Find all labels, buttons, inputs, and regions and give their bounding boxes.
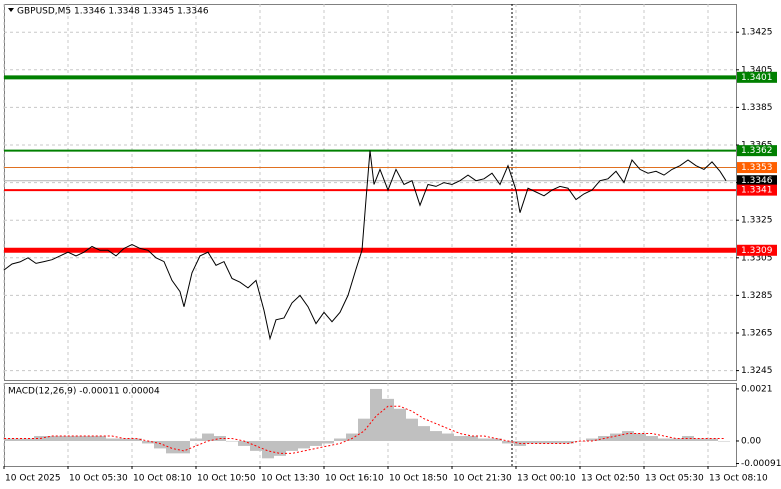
macd-bar [118, 438, 130, 441]
macd-bar [154, 440, 166, 449]
price-line [3, 150, 727, 341]
x-tick-label: 10 Oct 16:10 [325, 474, 384, 484]
symbol-icon [8, 8, 14, 12]
y-tick-label: 0.0021 [741, 384, 773, 394]
x-tick-label: 10 Oct 21:30 [453, 474, 512, 484]
y-tick-label: 1.3305 [741, 253, 773, 263]
level-label-box [737, 244, 777, 256]
macd-bar [466, 436, 478, 441]
level-label-box [737, 145, 777, 157]
macd-bar [262, 440, 274, 459]
macd-bar [166, 440, 178, 454]
signal-line [4, 405, 724, 454]
macd-bar [382, 398, 394, 441]
macd-bar [22, 438, 34, 441]
x-tick-label: 10 Oct 13:30 [261, 474, 320, 484]
macd-bar [430, 431, 442, 441]
y-tick-label: 1.3325 [741, 216, 773, 226]
macd-bar [406, 418, 418, 441]
y-tick-label: 1.3425 [741, 28, 773, 38]
macd-bar [538, 440, 550, 444]
macd-bar [562, 440, 574, 444]
y-tick-label: 1.3245 [741, 366, 773, 376]
macd-bar [106, 438, 118, 441]
macd-bar [478, 438, 490, 441]
x-tick-label: 13 Oct 08:10 [709, 474, 768, 484]
macd-bar [322, 440, 334, 444]
macd-bar [646, 436, 658, 441]
macd-bar [10, 438, 22, 441]
y-tick-label: 0.00 [741, 436, 761, 446]
macd-bar [226, 440, 238, 442]
macd-bar [190, 438, 202, 441]
x-tick-label: 10 Oct 10:50 [197, 474, 256, 484]
macd-bar [346, 433, 358, 441]
macd-bar [298, 440, 310, 449]
macd-bar [442, 433, 454, 441]
macd-bar [454, 436, 466, 441]
macd-bar [70, 436, 82, 441]
macd-bar [310, 440, 322, 446]
y-tick-label: 1.3265 [741, 329, 773, 339]
macd-bar [394, 408, 406, 441]
y-tick-label: 1.3385 [741, 103, 773, 113]
x-tick-label: 13 Oct 00:10 [517, 474, 576, 484]
macd-bar [586, 438, 598, 441]
plot-layer: 1.34251.34051.33851.33651.33451.33251.33… [3, 4, 781, 484]
macd-bar [634, 433, 646, 441]
x-tick-label: 10 Oct 08:10 [133, 474, 192, 484]
chart-title: GBPUSD,M5 1.3346 1.3348 1.3345 1.3346 [17, 7, 209, 17]
level-label-box [737, 71, 777, 83]
macd-bar [610, 433, 622, 441]
macd-bar [46, 436, 58, 441]
macd-bar [658, 438, 670, 441]
macd-bar [418, 426, 430, 441]
macd-bar [694, 438, 706, 441]
y-tick-label: -0.00091 [741, 459, 781, 469]
x-tick-label: 13 Oct 02:50 [581, 474, 640, 484]
macd-bar [358, 418, 370, 441]
macd-bar [490, 438, 502, 441]
x-tick-label: 13 Oct 05:30 [645, 474, 704, 484]
level-label: 1.3401 [741, 73, 773, 83]
level-label: 1.3346 [741, 176, 773, 186]
macd-bar [94, 436, 106, 441]
macd-bar [130, 438, 142, 441]
macd-bar [370, 388, 382, 441]
y-tick-label: 1.3405 [741, 65, 773, 75]
macd-bar [238, 440, 250, 446]
level-label: 1.3362 [741, 146, 773, 156]
x-tick-label: 10 Oct 05:30 [69, 474, 128, 484]
macd-bar [550, 440, 562, 444]
macd-bar [202, 433, 214, 441]
level-label-box [737, 162, 777, 174]
macd-bar [526, 440, 538, 444]
macd-bar [274, 440, 286, 456]
macd-bar [178, 440, 190, 454]
x-tick-label: 10 Oct 18:50 [389, 474, 448, 484]
macd-bar [706, 438, 718, 441]
y-tick-label: 1.3285 [741, 291, 773, 301]
macd-bar [58, 436, 70, 441]
macd-bar [502, 440, 514, 444]
level-label-box [737, 184, 777, 196]
macd-bar [82, 436, 94, 441]
macd-bar [622, 431, 634, 441]
level-label: 1.3309 [741, 246, 773, 256]
macd-bar [670, 438, 682, 441]
level-label-box [737, 175, 777, 187]
macd-title: MACD(12,26,9) -0.00011 0.00004 [8, 387, 160, 397]
macd-bar [334, 438, 346, 441]
level-label: 1.3353 [741, 163, 773, 173]
macd-bar [142, 440, 154, 444]
macd-bar [286, 440, 298, 451]
macd-bar [718, 440, 730, 442]
x-tick-label: 10 Oct 2025 [5, 474, 61, 484]
level-label: 1.3341 [741, 186, 773, 196]
macd-bar [682, 436, 694, 441]
